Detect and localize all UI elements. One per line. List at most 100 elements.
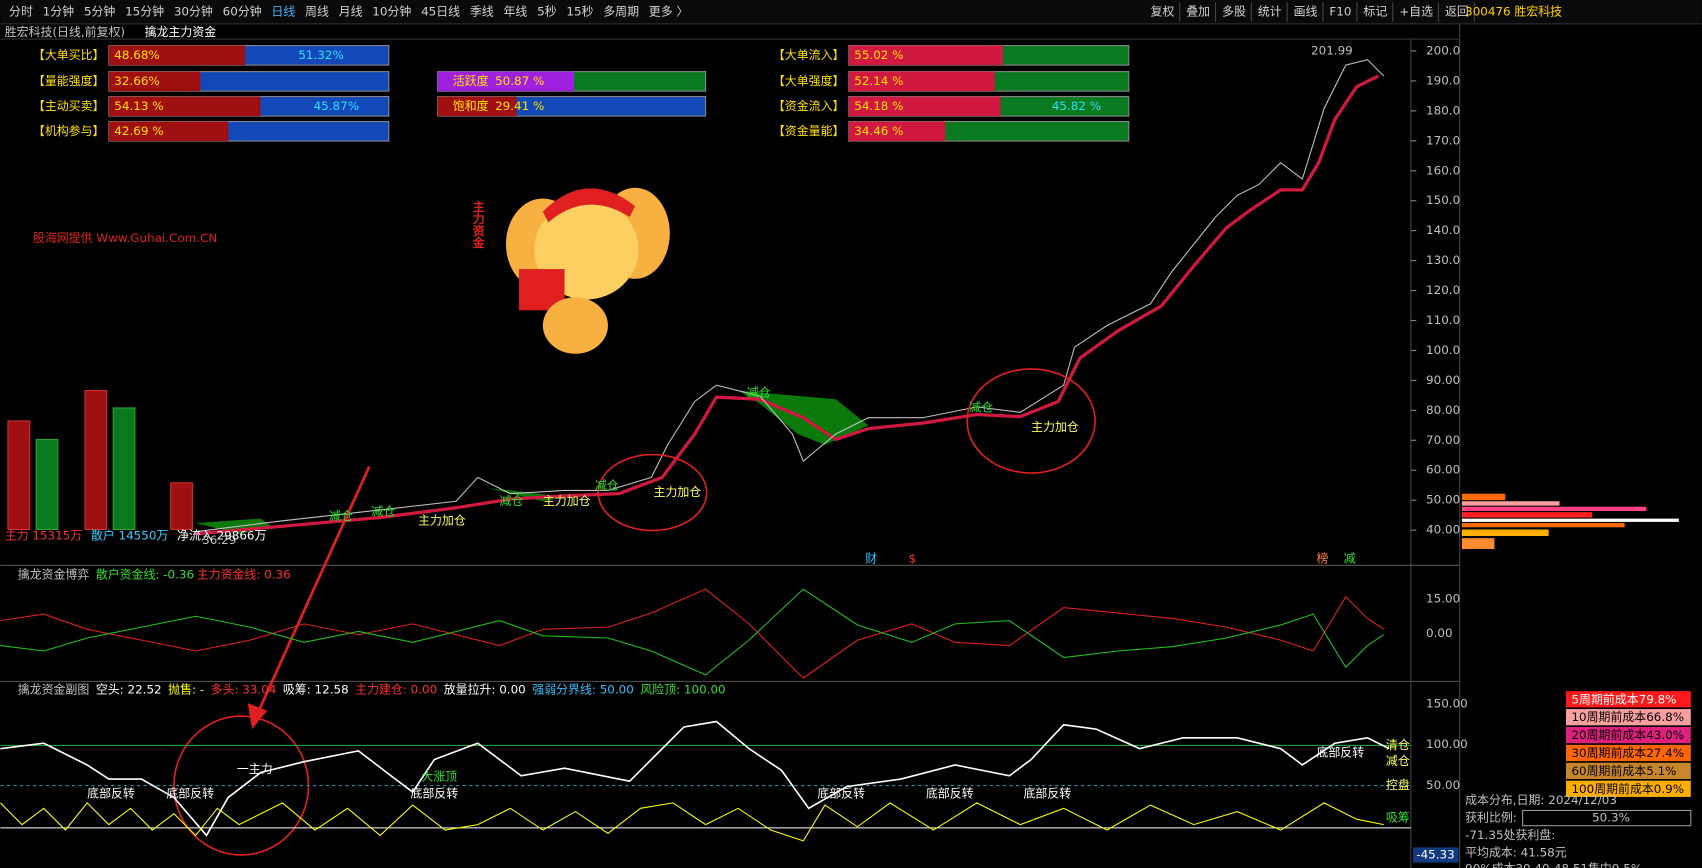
tool-button[interactable]: 标记 — [1363, 4, 1387, 18]
axis-label: 130.0 — [1426, 253, 1460, 267]
tab[interactable]: 分时 — [9, 4, 33, 18]
gauge-fill — [108, 45, 246, 66]
gauge-rest: 45.87% — [314, 99, 359, 113]
signal-label: 大涨顶 — [421, 769, 457, 783]
gauge-name: 活跃度 — [453, 74, 489, 88]
signal-label: 底部反转 — [1316, 745, 1364, 759]
tab[interactable]: 5秒 — [537, 4, 557, 18]
logo-text: 主力资金 — [471, 200, 485, 249]
gauge-fill — [848, 45, 1003, 66]
axis-label: 100.0 — [1426, 343, 1460, 357]
gauge-rest: 45.82 % — [1052, 99, 1101, 113]
tab[interactable]: 30分钟 — [174, 4, 213, 18]
indicator-value: 吸筹: 12.58 — [283, 683, 349, 697]
gauge-value: 50.87 % — [495, 74, 544, 88]
cost-row-label: 5周期前成本79.8% — [1571, 692, 1676, 706]
tool-button[interactable]: 叠加 — [1186, 4, 1210, 18]
axis-label: 140.0 — [1426, 223, 1460, 237]
high-label: 201.99 — [1311, 43, 1353, 57]
gauge-fill — [848, 121, 946, 142]
tool-button[interactable]: +自选 — [1399, 4, 1433, 18]
gauge-name: 【量能强度】 — [33, 74, 105, 88]
profit-line: -71.35处获利盘: — [1465, 828, 1555, 842]
marker: 财 — [865, 551, 877, 565]
gauge-name: 【资金流入】 — [773, 99, 845, 113]
signal-label: 底部反转 — [166, 787, 214, 801]
signal-label: 减仓 — [499, 494, 523, 508]
tab[interactable]: 60分钟 — [223, 4, 262, 18]
arrow-head — [247, 703, 268, 730]
gauge-fill — [108, 96, 261, 117]
cost-histogram — [1461, 493, 1679, 550]
mascot — [505, 187, 670, 354]
gauge-value: 34.46 % — [854, 124, 903, 138]
tab[interactable]: 10分钟 — [372, 4, 411, 18]
highlight-circle — [966, 368, 1096, 474]
axis-label: 60.00 — [1426, 463, 1460, 477]
price-line — [195, 59, 1385, 533]
tab[interactable]: 月线 — [339, 4, 363, 18]
tool-button[interactable]: 统计 — [1258, 4, 1282, 18]
flow-label: 散户 14550万 — [91, 528, 169, 542]
low-label: 36.29 — [202, 533, 236, 547]
tool-button[interactable]: 返回 — [1445, 4, 1469, 18]
chart-title: 胜宏科技(日线,前复权) — [5, 25, 125, 39]
value-box — [1413, 847, 1459, 863]
gauge-name: 饱和度 — [453, 99, 489, 113]
toolbar — [0, 0, 1702, 24]
signal-label: 减仓 — [969, 400, 993, 414]
cost-range: 90%成本30.40-48.51集中9.5% — [1465, 862, 1642, 868]
tool-button[interactable]: F10 — [1329, 4, 1351, 18]
gauge-name: 【大单买比】 — [33, 48, 105, 62]
signal-label: 减仓 — [595, 479, 619, 493]
indicator-value: 主力建仓: 0.00 — [355, 683, 437, 697]
cost-row — [1566, 709, 1691, 726]
gauge-name: 【大单流入】 — [773, 48, 845, 62]
gauge-value: 55.02 % — [854, 48, 903, 62]
tab[interactable]: 季线 — [470, 4, 494, 18]
tab[interactable]: 更多 〉 — [649, 4, 689, 18]
flow-label: 主力 15315万 — [5, 528, 83, 542]
tab[interactable]: 15分钟 — [125, 4, 164, 18]
tab[interactable]: 15秒 — [566, 4, 593, 18]
axis-label: 190.0 — [1426, 73, 1460, 87]
tab[interactable]: 周线 — [305, 4, 329, 18]
tab[interactable]: 45日线 — [421, 4, 460, 18]
axis-label: 200.0 — [1426, 43, 1460, 57]
axis-value: -45.33 — [1416, 847, 1454, 861]
cost-date: 成本分布,日期: 2024/12/03 — [1465, 793, 1617, 807]
tab[interactable]: 日线 — [271, 4, 295, 18]
highlight-circle — [597, 453, 708, 532]
side-label: 减仓 — [1386, 754, 1410, 768]
tool-button[interactable]: 复权 — [1150, 4, 1174, 18]
indicator-value: 放量拉升: 0.00 — [444, 683, 526, 697]
cost-row — [1566, 762, 1691, 780]
indicator-value: 抛售: - — [168, 683, 204, 697]
indicator-value: 强弱分界线: 50.00 — [532, 683, 634, 697]
signal-label: 底部反转 — [817, 787, 865, 801]
trend-line — [0, 720, 1390, 837]
flow-bar — [112, 407, 136, 531]
panel-title: 擒龙资金副图 — [18, 683, 90, 697]
gauge-value: 29.41 % — [495, 99, 544, 113]
gauge-value: 42.69 % — [114, 124, 163, 138]
cost-row-label: 30周期前成本27.4% — [1571, 746, 1684, 760]
gauge-name: 【主动买卖】 — [33, 99, 105, 113]
tab[interactable]: 1分钟 — [43, 4, 75, 18]
absorb-line — [0, 802, 1384, 842]
marker: 榜 — [1316, 551, 1328, 565]
tab[interactable]: 多周期 — [603, 4, 639, 18]
signal-label: 一主力 — [237, 762, 273, 776]
signal-label: 主力加仓 — [654, 485, 702, 499]
tool-button[interactable]: 多股 — [1222, 4, 1246, 18]
tab[interactable]: 年线 — [503, 4, 527, 18]
axis-label: 0.00 — [1426, 626, 1453, 640]
tool-button[interactable]: 画线 — [1294, 4, 1318, 18]
watermark: 股海网提供 Www.Guhai.Com.CN — [33, 231, 217, 245]
panel-title: 擒龙资金博弈 — [18, 568, 90, 582]
signal-label: 主力加仓 — [1031, 420, 1079, 434]
cost-row-label: 100周期前成本0.9% — [1571, 782, 1684, 796]
cost-row-label: 20周期前成本43.0% — [1571, 728, 1684, 742]
tab[interactable]: 5分钟 — [84, 4, 116, 18]
